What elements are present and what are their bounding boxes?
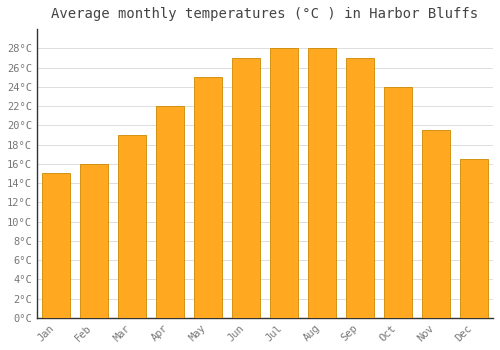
Bar [42, 174, 70, 318]
Bar [194, 77, 222, 318]
Bar [232, 58, 260, 318]
Bar [346, 58, 374, 318]
Title: Average monthly temperatures (°C ) in Harbor Bluffs: Average monthly temperatures (°C ) in Ha… [52, 7, 478, 21]
Bar [156, 106, 184, 318]
Bar [422, 130, 450, 318]
Bar [384, 87, 412, 318]
Bar [118, 135, 146, 318]
Bar [80, 164, 108, 318]
Bar [270, 48, 298, 318]
Bar [460, 159, 488, 318]
Bar [308, 48, 336, 318]
